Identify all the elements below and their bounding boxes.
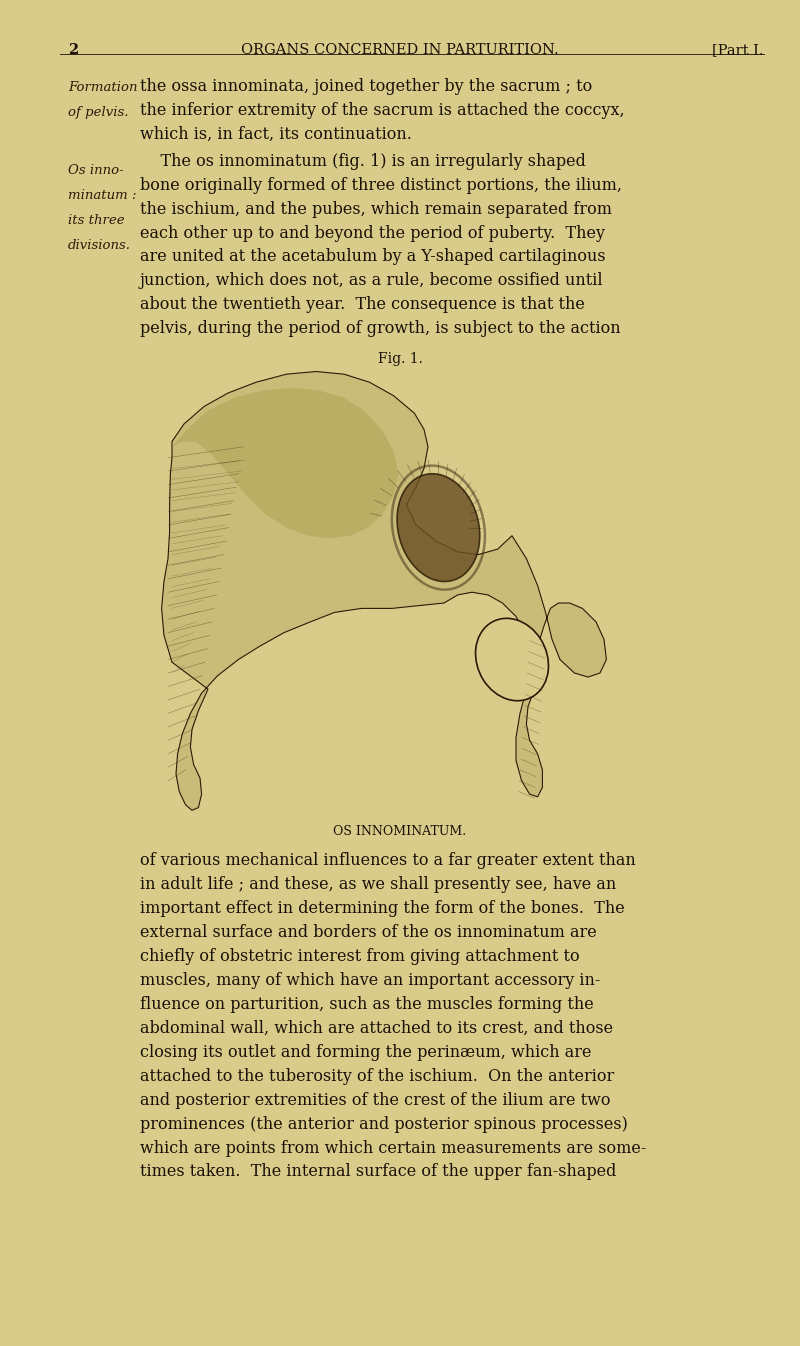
- Text: of various mechanical influences to a far greater extent than: of various mechanical influences to a fa…: [140, 852, 636, 870]
- Text: external surface and borders of the os innominatum are: external surface and borders of the os i…: [140, 923, 597, 941]
- Polygon shape: [172, 388, 398, 538]
- Text: pelvis, during the period of growth, is subject to the action: pelvis, during the period of growth, is …: [140, 320, 621, 338]
- Text: The os innominatum (fig. 1) is an irregularly shaped: The os innominatum (fig. 1) is an irregu…: [140, 152, 586, 170]
- Text: abdominal wall, which are attached to its crest, and those: abdominal wall, which are attached to it…: [140, 1020, 613, 1036]
- Text: which are points from which certain measurements are some-: which are points from which certain meas…: [140, 1140, 646, 1156]
- Text: are united at the acetabulum by a Y-shaped cartilaginous: are united at the acetabulum by a Y-shap…: [140, 249, 606, 265]
- Text: in adult life ; and these, as we shall presently see, have an: in adult life ; and these, as we shall p…: [140, 876, 616, 892]
- Ellipse shape: [475, 618, 549, 701]
- Text: junction, which does not, as a rule, become ossified until: junction, which does not, as a rule, bec…: [140, 272, 604, 289]
- Text: times taken.  The internal surface of the upper fan-shaped: times taken. The internal surface of the…: [140, 1163, 616, 1180]
- Text: the ossa innominata, joined together by the sacrum ; to: the ossa innominata, joined together by …: [140, 78, 592, 96]
- Text: important effect in determining the form of the bones.  The: important effect in determining the form…: [140, 900, 625, 917]
- Text: OS INNOMINATUM.: OS INNOMINATUM.: [334, 825, 466, 839]
- Text: 2: 2: [68, 43, 78, 57]
- Text: Fig. 1.: Fig. 1.: [378, 353, 422, 366]
- Ellipse shape: [397, 474, 480, 581]
- Text: attached to the tuberosity of the ischium.  On the anterior: attached to the tuberosity of the ischiu…: [140, 1067, 614, 1085]
- Text: prominences (the anterior and posterior spinous processes): prominences (the anterior and posterior …: [140, 1116, 628, 1132]
- Text: the ischium, and the pubes, which remain separated from: the ischium, and the pubes, which remain…: [140, 201, 612, 218]
- Text: minatum :: minatum :: [68, 190, 137, 202]
- Text: [Part I.: [Part I.: [713, 43, 764, 57]
- Text: Os inno-: Os inno-: [68, 164, 124, 178]
- Text: each other up to and beyond the period of puberty.  They: each other up to and beyond the period o…: [140, 225, 605, 241]
- Text: ORGANS CONCERNED IN PARTURITION.: ORGANS CONCERNED IN PARTURITION.: [241, 43, 559, 57]
- Text: divisions.: divisions.: [68, 240, 131, 252]
- Text: the inferior extremity of the sacrum is attached the coccyx,: the inferior extremity of the sacrum is …: [140, 102, 625, 118]
- Text: bone originally formed of three distinct portions, the ilium,: bone originally formed of three distinct…: [140, 176, 622, 194]
- Text: which is, in fact, its continuation.: which is, in fact, its continuation.: [140, 127, 412, 143]
- Text: muscles, many of which have an important accessory in-: muscles, many of which have an important…: [140, 972, 600, 989]
- Polygon shape: [162, 371, 606, 810]
- Text: about the twentieth year.  The consequence is that the: about the twentieth year. The consequenc…: [140, 296, 585, 314]
- Text: and posterior extremities of the crest of the ilium are two: and posterior extremities of the crest o…: [140, 1092, 610, 1109]
- Text: fluence on parturition, such as the muscles forming the: fluence on parturition, such as the musc…: [140, 996, 594, 1012]
- Text: of pelvis.: of pelvis.: [68, 106, 129, 118]
- Text: Formation: Formation: [68, 81, 138, 94]
- Text: chiefly of obstetric interest from giving attachment to: chiefly of obstetric interest from givin…: [140, 948, 580, 965]
- Text: closing its outlet and forming the perinæum, which are: closing its outlet and forming the perin…: [140, 1043, 591, 1061]
- Text: its three: its three: [68, 214, 125, 227]
